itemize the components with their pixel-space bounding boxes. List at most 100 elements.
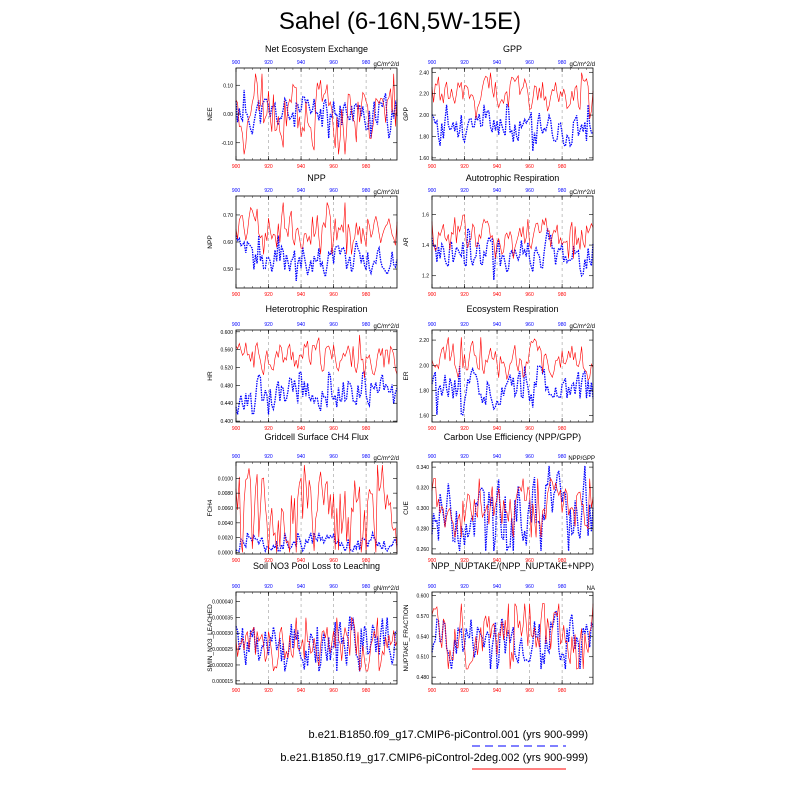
chart-panel-2: NPP gC/m^2/d 900 900 920 920 940 940 960 960 980 98… xyxy=(207,173,399,298)
y-tick-label: 0.50 xyxy=(223,267,233,273)
x-tick-label-top: 960 xyxy=(525,322,534,328)
x-tick-label-top: 940 xyxy=(493,188,502,194)
x-tick-label-bottom: 960 xyxy=(525,688,534,694)
y-tick-label: 1.60 xyxy=(419,156,429,162)
series-line-red xyxy=(431,337,594,381)
x-tick-label-bottom: 900 xyxy=(428,292,437,298)
panel-title: Heterotrophic Respiration xyxy=(265,304,367,314)
series-line-blue xyxy=(431,609,594,670)
x-tick-label-bottom: 960 xyxy=(329,426,338,432)
x-tick-label-bottom: 980 xyxy=(558,426,567,432)
plot-frame xyxy=(235,195,398,289)
x-tick-label-bottom: 920 xyxy=(460,688,469,694)
plot-frame xyxy=(431,329,594,423)
y-axis-label: NPP xyxy=(207,235,214,248)
x-tick-label-top: 960 xyxy=(525,60,534,66)
y-tick-label: 1.6 xyxy=(422,212,429,218)
panel-title: Ecosystem Respiration xyxy=(466,304,558,314)
panel-units: gN/m^2/d xyxy=(374,586,400,592)
y-tick-label: 0.000015 xyxy=(212,679,233,685)
x-tick-label-bottom: 900 xyxy=(428,426,437,432)
y-tick-label: 2.00 xyxy=(419,113,429,119)
legend-label-red: b.e21.B1850.f19_g17.CMIP6-piControl-2deg… xyxy=(280,752,588,764)
y-tick-label: 0.280 xyxy=(416,526,429,532)
x-tick-label-top: 960 xyxy=(329,454,338,460)
x-tick-label-top: 980 xyxy=(362,584,371,590)
y-tick-label: 0.10 xyxy=(223,83,233,89)
series-line-blue xyxy=(431,226,594,281)
x-tick-label-bottom: 940 xyxy=(297,688,306,694)
x-tick-label-top: 940 xyxy=(493,60,502,66)
y-axis-label: ER xyxy=(403,371,410,380)
y-axis-label: CUE xyxy=(403,500,410,514)
x-tick-label-top: 900 xyxy=(232,188,241,194)
panel-units: NPP/GPP xyxy=(568,456,595,462)
y-tick-label: 0.000035 xyxy=(212,615,233,621)
page-title: Sahel (6-16N,5W-15E) xyxy=(278,8,522,35)
series-line-blue xyxy=(235,235,398,282)
x-tick-label-top: 920 xyxy=(460,584,469,590)
series-line-red xyxy=(431,214,594,259)
x-tick-label-top: 900 xyxy=(232,584,241,590)
x-tick-label-top: 960 xyxy=(525,584,534,590)
x-tick-label-bottom: 900 xyxy=(428,558,437,564)
series-line-red xyxy=(235,464,398,553)
panel-title: Net Ecosystem Exchange xyxy=(265,44,368,54)
y-tick-label: 0.000040 xyxy=(212,600,233,606)
series-line-blue xyxy=(235,616,398,672)
x-tick-label-bottom: 920 xyxy=(460,558,469,564)
series-line-blue xyxy=(235,530,398,554)
panel-title: NPP xyxy=(307,173,326,183)
x-tick-label-top: 940 xyxy=(297,584,306,590)
x-tick-label-bottom: 920 xyxy=(264,164,273,170)
x-tick-label-bottom: 900 xyxy=(428,688,437,694)
panel-units: gC/m^2/d xyxy=(570,324,596,330)
panel-units: gC/m^2/d xyxy=(374,62,400,68)
x-tick-label-top: 980 xyxy=(558,322,567,328)
x-tick-label-bottom: 940 xyxy=(297,292,306,298)
x-tick-label-bottom: 980 xyxy=(558,558,567,564)
panel-units: NA xyxy=(587,586,595,592)
chart-panel-4: Heterotrophic Respiration gC/m^2/d 900 900 9… xyxy=(207,304,399,432)
x-tick-label-bottom: 920 xyxy=(264,558,273,564)
x-tick-label-bottom: 960 xyxy=(329,558,338,564)
chart-panel-1: GPP gC/m^2/d 900 900 920 920 940 940 960 960 980 98… xyxy=(403,44,595,170)
x-tick-label-bottom: 960 xyxy=(329,164,338,170)
x-tick-label-top: 920 xyxy=(460,454,469,460)
x-tick-label-top: 940 xyxy=(297,322,306,328)
y-tick-label: 0.480 xyxy=(416,675,429,681)
series-line-blue xyxy=(235,371,398,416)
series-line-blue xyxy=(431,103,594,152)
x-tick-label-top: 980 xyxy=(558,188,567,194)
x-tick-label-bottom: 900 xyxy=(232,688,241,694)
y-tick-label: 2.40 xyxy=(419,70,429,76)
x-tick-label-bottom: 960 xyxy=(525,292,534,298)
y-tick-label: 1.80 xyxy=(419,388,429,394)
y-tick-label: 1.4 xyxy=(422,243,429,249)
x-tick-label-top: 960 xyxy=(329,188,338,194)
x-tick-label-bottom: 940 xyxy=(493,558,502,564)
chart-panel-3: Autotrophic Respiration gC/m^2/d 900 900 920… xyxy=(403,173,595,298)
x-tick-label-top: 940 xyxy=(493,454,502,460)
y-axis-label: NEE xyxy=(207,107,214,121)
x-tick-label-bottom: 940 xyxy=(297,164,306,170)
y-tick-label: 0.600 xyxy=(416,593,429,599)
plot-frame xyxy=(431,195,594,289)
x-tick-label-top: 900 xyxy=(428,322,437,328)
y-tick-label: 0.0000 xyxy=(218,551,234,557)
panel-title: GPP xyxy=(503,44,522,54)
x-tick-label-top: 900 xyxy=(232,60,241,66)
y-tick-label: 0.000025 xyxy=(212,647,233,653)
plot-frame xyxy=(235,591,398,685)
x-tick-label-top: 900 xyxy=(232,322,241,328)
x-tick-label-top: 980 xyxy=(558,454,567,460)
y-tick-label: 0.70 xyxy=(223,213,233,219)
x-tick-label-bottom: 940 xyxy=(493,426,502,432)
y-tick-label: 0.480 xyxy=(220,383,233,389)
x-tick-label-top: 900 xyxy=(428,60,437,66)
x-tick-label-bottom: 920 xyxy=(264,426,273,432)
y-tick-label: 1.2 xyxy=(422,274,429,280)
plot-frame xyxy=(431,67,594,161)
x-tick-label-bottom: 960 xyxy=(525,558,534,564)
x-tick-label-top: 940 xyxy=(297,188,306,194)
